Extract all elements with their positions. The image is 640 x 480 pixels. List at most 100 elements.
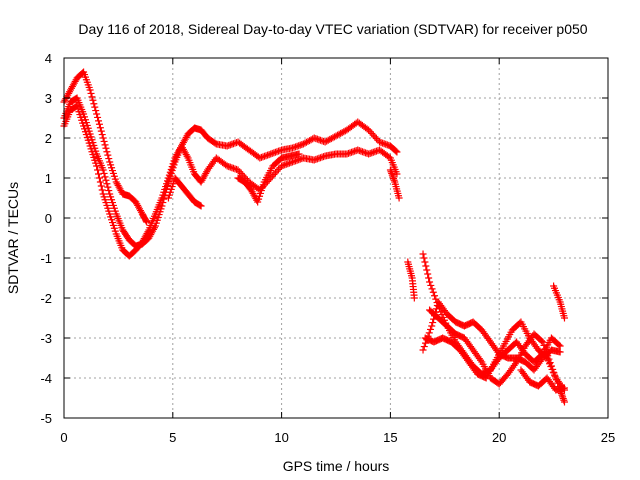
x-tick-label: 15 [383,430,397,445]
y-tick-label: 1 [45,171,52,186]
data-point [103,180,111,188]
data-point [95,117,103,125]
data-point [365,126,373,134]
plot-frame [63,57,609,419]
data-point [327,135,335,143]
data-point [102,176,110,184]
data-point [431,292,439,300]
data-point [537,337,545,345]
data-point [324,136,332,144]
data-point [428,322,436,330]
x-tick-label: 25 [601,430,615,445]
data-point [330,133,338,141]
data-point [393,148,401,156]
data-point [143,218,151,226]
data-point [321,138,329,146]
data-point [96,124,104,132]
data-point [426,278,434,286]
data-point [390,175,398,183]
series-track-k [426,306,564,378]
data-point [424,332,432,340]
y-tick-label: 0 [45,211,52,226]
data-point [560,384,568,392]
data-point [559,395,567,403]
data-point [93,162,101,170]
data-point [425,329,433,337]
data-point [559,393,567,401]
series-track-d [164,174,205,210]
data-point [87,89,95,97]
data-point [395,194,403,202]
data-point [97,182,105,190]
data-point [423,266,431,274]
data-point [197,202,205,210]
data-point [268,172,276,180]
data-point [100,137,108,145]
x-tick-label: 20 [492,430,506,445]
data-point [558,391,566,399]
data-point [432,305,440,313]
data-point [271,169,279,177]
y-tick-label: 3 [45,91,52,106]
data-point [89,96,97,104]
data-point [388,169,396,177]
y-tick-label: -1 [40,251,52,266]
data-point [299,140,307,148]
y-tick-label: 4 [45,51,52,66]
y-tick-label: 2 [45,131,52,146]
data-point [556,342,564,350]
data-point [410,294,418,302]
data-point [555,341,563,349]
data-point [234,166,242,174]
data-point [419,346,427,354]
series-track-l [550,282,568,322]
data-point [98,186,106,194]
data-point [388,171,396,179]
data-point [425,274,433,282]
data-point [422,339,430,347]
data-point [423,336,431,344]
data-point [419,250,427,258]
data-point [101,141,109,149]
data-point [337,129,345,137]
data-point [104,151,112,159]
x-axis-label: GPS time / hours [283,458,390,474]
data-point [323,137,331,145]
data-point [477,356,485,364]
data-point [237,169,245,177]
series-track-b [60,94,401,250]
data-point [390,176,398,184]
data-point [103,148,111,156]
y-tick-label: -2 [40,291,52,306]
data-point [424,270,432,278]
data-point [386,166,394,174]
data-point [302,138,310,146]
data-point [96,178,104,186]
data-point [338,129,346,137]
y-tick-label: -3 [40,331,52,346]
data-point [144,228,152,236]
data-point [97,127,105,135]
data-point [273,167,281,175]
data-point [183,152,191,160]
data-point [420,254,428,262]
data-point [86,86,94,94]
data-point [329,134,337,142]
x-tick-label: 0 [60,430,67,445]
data-point [98,131,106,139]
data-point [222,161,230,169]
data-point [371,133,379,141]
data-point [428,285,436,293]
data-point [560,396,568,404]
data-point [105,187,113,195]
data-point [295,150,303,158]
data-point [366,128,374,136]
data-point [301,139,309,147]
series-track-f [386,166,403,202]
data-point [93,110,101,118]
data-point [332,132,340,140]
data-point [368,129,376,137]
data-point [334,131,342,139]
